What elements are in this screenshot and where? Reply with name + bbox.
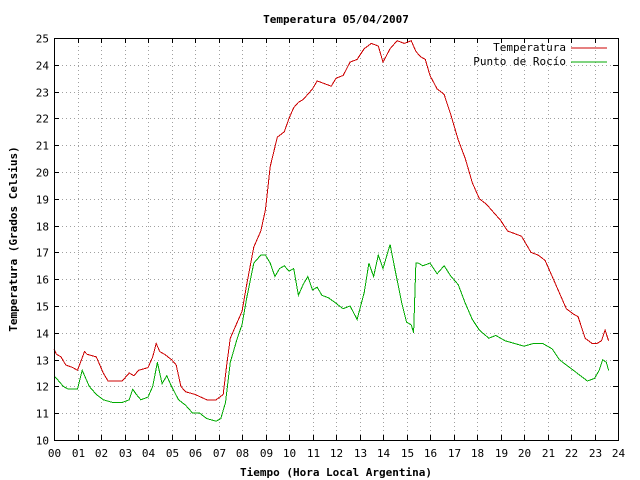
y-tick-label: 12	[36, 381, 49, 394]
y-tick-label: 10	[36, 435, 49, 448]
x-tick-label: 13	[354, 447, 367, 460]
legend: Temperatura Punto de Rocío	[473, 41, 607, 68]
x-tick-label: 08	[236, 447, 249, 460]
x-tick-label: 05	[166, 447, 179, 460]
y-tick-label: 25	[36, 33, 49, 46]
y-tick-label: 14	[36, 328, 50, 341]
y-tick-label: 23	[36, 87, 49, 100]
y-tick-label: 11	[36, 408, 49, 421]
x-tick-label: 03	[119, 447, 132, 460]
series-lines	[53, 40, 610, 422]
x-tick-label: 24	[612, 447, 626, 460]
legend-label-punto-de-rocio: Punto de Rocío	[473, 55, 566, 68]
y-tick-label: 17	[36, 247, 49, 260]
x-tick-label: 17	[448, 447, 461, 460]
y-tick-label: 16	[36, 274, 49, 287]
x-tick-label: 04	[142, 447, 156, 460]
y-tick-label: 18	[36, 221, 49, 234]
y-tick-label: 15	[36, 301, 49, 314]
y-tick-label: 24	[36, 60, 50, 73]
x-tick-label: 21	[542, 447, 555, 460]
grid	[54, 38, 618, 440]
y-tick-label: 22	[36, 113, 49, 126]
x-tick-label: 15	[401, 447, 414, 460]
x-tick-label: 16	[424, 447, 437, 460]
x-tick-label: 18	[471, 447, 484, 460]
chart-title: Temperatura 05/04/2007	[263, 13, 409, 26]
y-tick-label: 21	[36, 140, 49, 153]
x-tick-label: 20	[518, 447, 531, 460]
y-axis-label: Temperatura (Grados Celsius)	[7, 146, 20, 331]
x-tick-label: 22	[565, 447, 578, 460]
x-tick-label: 12	[330, 447, 343, 460]
x-tick-label: 11	[307, 447, 320, 460]
x-axis-label: Tiempo (Hora Local Argentina)	[240, 466, 432, 479]
y-tick-labels: 10 11 12 13 14 15 16 17 18 19 20 21 22 23 24 25	[36, 33, 50, 448]
x-tick-label: 14	[377, 447, 391, 460]
x-tick-labels: 00 01 02 03 04 05 06 07 08 09 10 11 12 13 14 15 16 17 18 19…	[48, 447, 626, 460]
x-tick-label: 10	[283, 447, 296, 460]
legend-label-temperatura: Temperatura	[493, 41, 566, 54]
y-tick-label: 20	[36, 167, 49, 180]
plot-frame	[54, 38, 619, 441]
x-tick-label: 19	[495, 447, 508, 460]
x-tick-label: 07	[213, 447, 226, 460]
x-tick-label: 02	[95, 447, 108, 460]
x-tick-label: 00	[48, 447, 61, 460]
x-tick-label: 01	[72, 447, 85, 460]
series-line-temperatura	[53, 40, 610, 401]
x-tick-label: 06	[189, 447, 202, 460]
y-tick-label: 19	[36, 194, 49, 207]
x-tick-label: 23	[589, 447, 602, 460]
series-line-punto-de-rocio	[53, 244, 610, 422]
x-tick-label: 09	[260, 447, 273, 460]
y-tick-label: 13	[36, 355, 49, 368]
